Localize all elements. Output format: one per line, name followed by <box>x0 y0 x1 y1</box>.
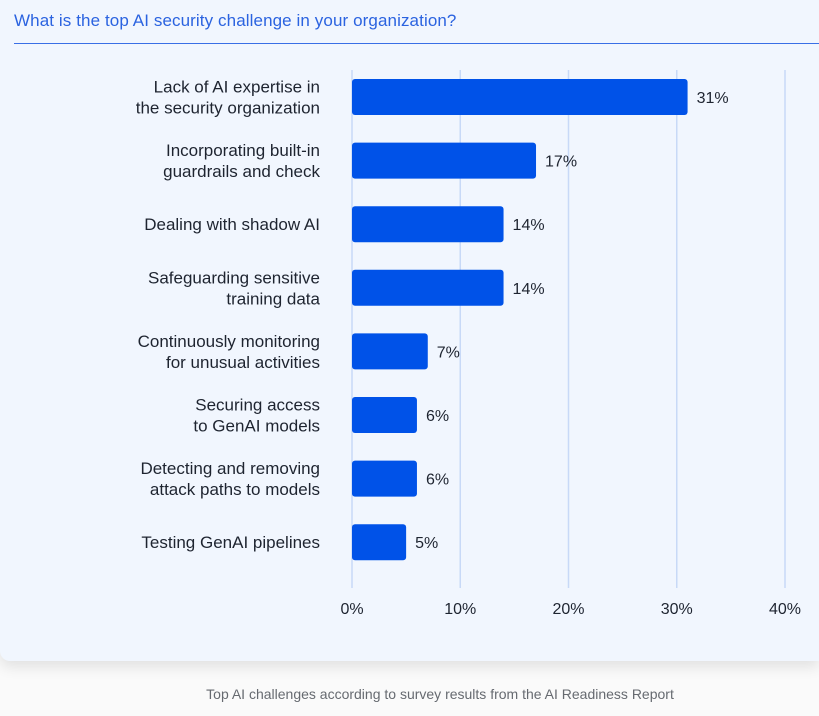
data-label: 7% <box>437 344 460 361</box>
category-label: Lack of AI expertise in <box>154 78 320 97</box>
data-label: 6% <box>426 408 449 425</box>
bar <box>352 269 504 306</box>
chart-title: What is the top AI security challenge in… <box>14 11 457 30</box>
bar <box>352 79 688 115</box>
category-label: Safeguarding sensitive <box>148 268 320 287</box>
category-label: Testing GenAI pipelines <box>141 533 320 552</box>
data-label: 31% <box>697 90 729 107</box>
x-tick-label: 10% <box>444 601 476 618</box>
x-tick-label: 40% <box>769 601 801 618</box>
bar <box>352 397 417 433</box>
bar <box>352 206 504 243</box>
category-label: attack paths to models <box>150 480 320 499</box>
category-label: to GenAI models <box>193 417 320 436</box>
bar <box>352 460 417 497</box>
category-label: Incorporating built-in <box>166 141 320 160</box>
category-label: Dealing with shadow AI <box>144 215 320 234</box>
category-label: training data <box>226 289 320 308</box>
category-label: Securing access <box>195 396 320 415</box>
bar <box>352 524 407 561</box>
chart-card: What is the top AI security challenge in… <box>14 11 819 618</box>
category-label: the security organization <box>136 99 320 118</box>
x-tick-label: 30% <box>661 601 693 618</box>
data-label: 14% <box>513 217 545 234</box>
title-divider <box>14 43 819 44</box>
category-label: Detecting and removing <box>140 459 320 478</box>
category-label: Continuously monitoring <box>138 332 320 351</box>
data-label: 17% <box>545 154 577 171</box>
bar-chart: 0% 10% 20% 30% 40% 31% Lack of AI expertise in… <box>136 70 801 618</box>
category-label: guardrails and check <box>163 162 320 181</box>
chart-caption: Top AI challenges according to survey re… <box>206 686 674 702</box>
data-label: 6% <box>426 472 449 489</box>
category-label: for unusual activities <box>166 353 320 372</box>
x-tick-label: 0% <box>340 601 363 618</box>
bar <box>352 142 537 179</box>
x-tick-label: 20% <box>552 601 584 618</box>
bar <box>352 333 428 370</box>
data-label: 5% <box>415 535 438 552</box>
data-label: 14% <box>513 281 545 298</box>
